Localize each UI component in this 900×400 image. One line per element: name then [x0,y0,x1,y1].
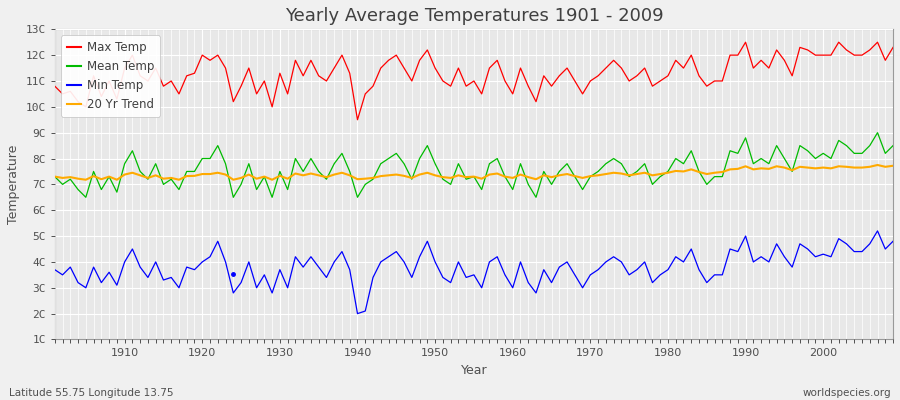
Text: Latitude 55.75 Longitude 13.75: Latitude 55.75 Longitude 13.75 [9,388,174,398]
Text: worldspecies.org: worldspecies.org [803,388,891,398]
Title: Yearly Average Temperatures 1901 - 2009: Yearly Average Temperatures 1901 - 2009 [284,7,663,25]
X-axis label: Year: Year [461,364,487,377]
Y-axis label: Temperature: Temperature [7,145,20,224]
Legend: Max Temp, Mean Temp, Min Temp, 20 Yr Trend: Max Temp, Mean Temp, Min Temp, 20 Yr Tre… [60,35,160,117]
